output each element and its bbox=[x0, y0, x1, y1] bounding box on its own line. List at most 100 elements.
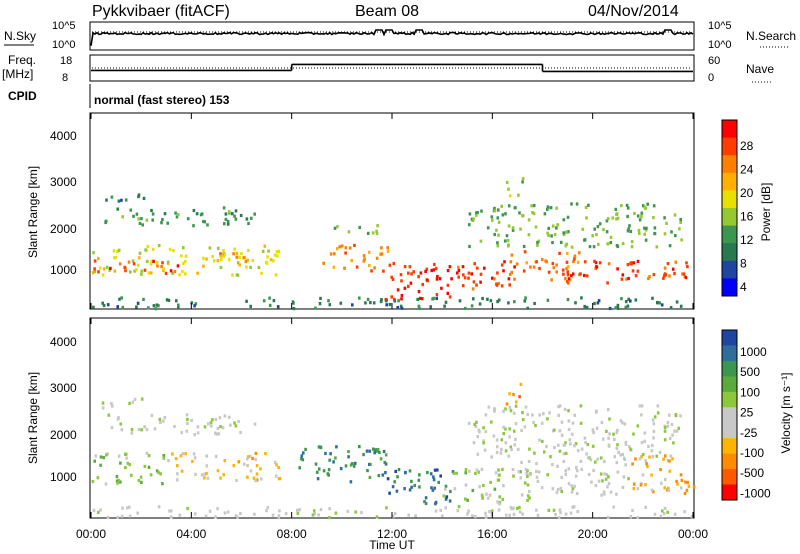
power-cell bbox=[137, 263, 140, 267]
velocity-cell bbox=[646, 464, 649, 469]
velocity-cell bbox=[692, 485, 696, 489]
power-cell bbox=[211, 255, 214, 259]
velocity-cell bbox=[603, 459, 606, 464]
power-cell bbox=[507, 277, 511, 281]
power-cell bbox=[532, 212, 536, 216]
power-cell bbox=[537, 239, 541, 243]
velocity-cell bbox=[130, 428, 134, 432]
power-cell bbox=[371, 231, 375, 235]
velocity-cell bbox=[513, 443, 517, 447]
power-cell bbox=[251, 259, 255, 263]
velocity-cell bbox=[652, 436, 655, 440]
power-cell bbox=[571, 272, 575, 276]
velocity-cell bbox=[576, 449, 580, 453]
power-cell bbox=[366, 297, 370, 301]
velocity-cell bbox=[140, 397, 144, 401]
velocity-cell bbox=[316, 477, 320, 481]
power-colorbar-swatch bbox=[722, 243, 737, 262]
velocity-cell bbox=[526, 412, 529, 416]
velocity-cell bbox=[676, 482, 679, 486]
power-cell bbox=[486, 226, 490, 230]
velocity-cell bbox=[603, 492, 606, 496]
velocity-cell bbox=[384, 471, 387, 475]
velocity-cell bbox=[431, 488, 435, 492]
velocity-cell bbox=[239, 430, 242, 435]
velocity-cell bbox=[296, 511, 300, 515]
velocity-cell bbox=[432, 478, 436, 482]
power-cell bbox=[417, 290, 421, 294]
velocity-cell bbox=[508, 427, 511, 431]
velocity-cell bbox=[668, 436, 672, 440]
velocity-cell bbox=[528, 447, 531, 451]
power-cell bbox=[547, 226, 550, 230]
power-cell bbox=[266, 255, 269, 259]
velocity-cell bbox=[368, 449, 372, 453]
velocity-cell bbox=[624, 463, 627, 467]
power-cell bbox=[640, 214, 643, 219]
power-cell bbox=[140, 269, 144, 273]
velocity-cell bbox=[508, 392, 511, 396]
velocity-cell bbox=[190, 418, 193, 423]
power-cell bbox=[121, 305, 125, 310]
power-cell bbox=[141, 223, 144, 227]
velocity-cell bbox=[99, 508, 102, 512]
velocity-cell bbox=[526, 494, 530, 498]
velocity-cell bbox=[634, 457, 637, 461]
power-cell bbox=[318, 302, 322, 306]
power-colorbar-swatch bbox=[722, 155, 737, 174]
power-cell bbox=[523, 250, 527, 254]
velocity-cell bbox=[673, 429, 676, 433]
power-cell bbox=[166, 260, 170, 264]
velocity-cell bbox=[591, 428, 595, 432]
velocity-cell bbox=[648, 455, 651, 459]
power-cell bbox=[438, 277, 442, 281]
velocity-cell bbox=[334, 511, 338, 515]
power-cell bbox=[319, 296, 322, 300]
velocity-cell bbox=[319, 508, 323, 512]
power-cell bbox=[479, 239, 483, 243]
power-cell bbox=[124, 269, 127, 273]
cpid-text: normal (fast stereo) 153 bbox=[94, 93, 230, 107]
velocity-cell bbox=[433, 468, 437, 472]
velocity-cell bbox=[666, 488, 669, 492]
power-cell bbox=[565, 230, 568, 234]
velocity-cell bbox=[679, 486, 683, 490]
power-cell bbox=[206, 223, 209, 227]
power-cell bbox=[575, 202, 579, 206]
velocity-cell bbox=[436, 468, 439, 472]
power-cell bbox=[507, 187, 510, 191]
velocity-cell bbox=[653, 415, 657, 419]
velocity-cell bbox=[572, 505, 576, 509]
velocity-cell bbox=[178, 513, 182, 517]
velocity-cell bbox=[445, 495, 449, 499]
velocity-cell bbox=[571, 421, 575, 425]
power-cell bbox=[157, 244, 161, 248]
power-cell bbox=[275, 254, 279, 258]
velocity-cell bbox=[615, 430, 619, 434]
power-cell bbox=[146, 259, 149, 263]
velocity-cell bbox=[233, 421, 236, 425]
velocity-cell bbox=[464, 483, 468, 487]
power-cell bbox=[138, 221, 142, 225]
power-cell bbox=[663, 216, 666, 220]
velocity-cell bbox=[226, 510, 230, 514]
velocity-cell bbox=[311, 513, 315, 517]
velocity-cell bbox=[235, 478, 238, 483]
velocity-cell bbox=[557, 405, 560, 409]
velocity-cell bbox=[254, 479, 257, 483]
velocity-cell bbox=[643, 439, 646, 443]
velocity-cell bbox=[375, 515, 379, 519]
power-cell bbox=[583, 238, 586, 242]
power-cell bbox=[597, 299, 601, 303]
power-cell bbox=[267, 249, 270, 253]
velocity-cell bbox=[163, 415, 167, 420]
velocity-cell bbox=[542, 412, 545, 416]
power-cell bbox=[424, 269, 427, 273]
power-cell bbox=[135, 212, 139, 216]
velocity-cell bbox=[500, 438, 504, 442]
power-cell bbox=[166, 221, 169, 225]
velocity-cell bbox=[496, 445, 499, 449]
velocity-cell bbox=[631, 508, 634, 512]
velocity-cell bbox=[180, 469, 184, 473]
power-cell bbox=[151, 218, 154, 222]
